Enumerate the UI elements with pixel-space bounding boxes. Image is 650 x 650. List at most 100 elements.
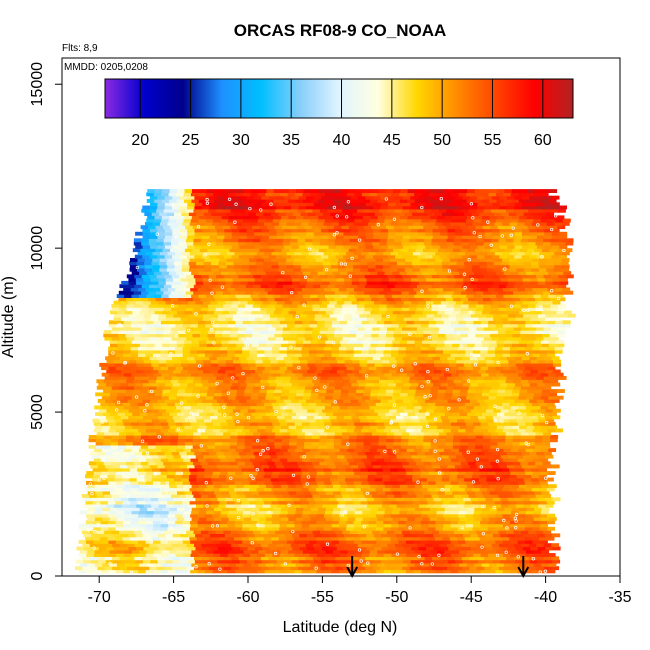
heatmap-cell	[225, 408, 234, 413]
heatmap-cell	[313, 376, 322, 380]
heatmap-cell	[468, 385, 477, 390]
heatmap-cell	[482, 490, 490, 495]
heatmap-cell	[300, 503, 308, 508]
heatmap-cell	[156, 336, 165, 341]
heatmap-cell	[257, 553, 266, 557]
plot-frame	[61, 57, 621, 577]
heatmap-cell	[134, 376, 143, 380]
heatmap-cell	[249, 323, 258, 328]
heatmap-cell	[127, 451, 136, 456]
heatmap-cell	[376, 539, 385, 544]
heatmap-cell	[310, 310, 319, 315]
heatmap-cell	[187, 399, 196, 403]
heatmap-cell	[275, 431, 284, 436]
heatmap-cell	[488, 510, 497, 515]
heatmap-cell	[197, 421, 206, 426]
heatmap-cell	[162, 412, 171, 416]
heatmap-cell	[562, 320, 571, 325]
heatmap-cell	[485, 559, 494, 564]
heatmap-cell	[550, 326, 559, 331]
heatmap-cell	[366, 317, 375, 321]
heatmap-cell	[371, 444, 380, 449]
heatmap-cell	[119, 556, 128, 561]
heatmap-cell	[119, 336, 128, 341]
heatmap-cell	[152, 536, 161, 541]
heatmap-cell	[206, 510, 214, 515]
heatmap-cell	[243, 549, 252, 554]
heatmap-cell	[280, 372, 289, 377]
heatmap-cell	[327, 336, 336, 341]
heatmap-cell	[454, 566, 463, 571]
heatmap-cell	[256, 467, 265, 472]
heatmap-cell	[370, 389, 379, 393]
heatmap-cell	[496, 425, 505, 430]
heatmap-cell	[504, 389, 513, 393]
heatmap-cell	[430, 438, 439, 443]
heatmap-cell	[95, 444, 104, 449]
heatmap-cell	[177, 444, 186, 449]
heatmap-cell	[349, 530, 358, 534]
heatmap-cell	[493, 362, 502, 367]
heatmap-cell	[404, 477, 413, 482]
heatmap-cell	[465, 458, 474, 462]
heatmap-cell	[428, 366, 437, 371]
heatmap-cell	[498, 461, 506, 466]
heatmap-cell	[180, 382, 189, 387]
heatmap-cell	[333, 389, 342, 393]
heatmap-cell	[217, 533, 226, 538]
heatmap-cell	[305, 451, 314, 456]
heatmap-cell	[242, 526, 250, 531]
heatmap-cell	[309, 320, 318, 325]
heatmap-cell	[193, 330, 201, 334]
heatmap-cell	[424, 494, 433, 498]
heatmap-cell	[367, 467, 376, 472]
heatmap-cell	[506, 326, 515, 331]
heatmap-cell	[498, 336, 507, 341]
heatmap-cell	[314, 546, 323, 551]
heatmap-cell	[383, 523, 392, 528]
heatmap-cell	[266, 412, 275, 416]
heatmap-cell	[397, 536, 406, 541]
heatmap-cell	[159, 487, 168, 492]
heatmap-cell	[526, 490, 535, 495]
heatmap-cell	[225, 546, 234, 551]
heatmap-cell	[184, 310, 193, 315]
heatmap-cell	[409, 530, 418, 534]
heatmap-cell	[360, 402, 369, 407]
heatmap-cell	[506, 376, 515, 380]
heatmap-cell	[313, 464, 322, 469]
heatmap-cell	[480, 523, 489, 528]
heatmap-cell	[465, 523, 474, 528]
heatmap-cell	[353, 467, 361, 472]
heatmap-cell	[137, 536, 146, 541]
heatmap-cell	[503, 448, 512, 452]
heatmap-cell	[250, 421, 258, 426]
heatmap-cell	[91, 497, 100, 502]
heatmap-cell	[139, 310, 148, 315]
heatmap-cell	[519, 343, 528, 348]
heatmap-cell	[233, 477, 242, 482]
heatmap-cell	[461, 556, 470, 561]
heatmap-cell	[236, 392, 245, 397]
heatmap-cell	[540, 405, 549, 410]
heatmap-cell	[213, 517, 222, 521]
heatmap-cell	[172, 533, 181, 538]
heatmap-cell	[215, 444, 223, 449]
heatmap-cell	[235, 510, 244, 515]
heatmap-cell	[165, 497, 174, 502]
heatmap-cell	[386, 431, 395, 436]
heatmap-cell	[158, 546, 167, 551]
heatmap-cell	[169, 517, 178, 521]
heatmap-cell	[421, 405, 430, 410]
heatmap-cell	[376, 366, 385, 371]
heatmap-cell	[333, 507, 342, 512]
heatmap-cell	[431, 530, 440, 534]
heatmap-cell	[135, 382, 144, 387]
heatmap-cell	[200, 379, 209, 384]
heatmap-cell	[240, 546, 249, 551]
heatmap-cell	[88, 444, 97, 449]
heatmap-cell	[442, 474, 451, 479]
heatmap-cell	[256, 402, 265, 407]
heatmap-cell	[379, 379, 388, 384]
heatmap-cell	[197, 353, 206, 357]
